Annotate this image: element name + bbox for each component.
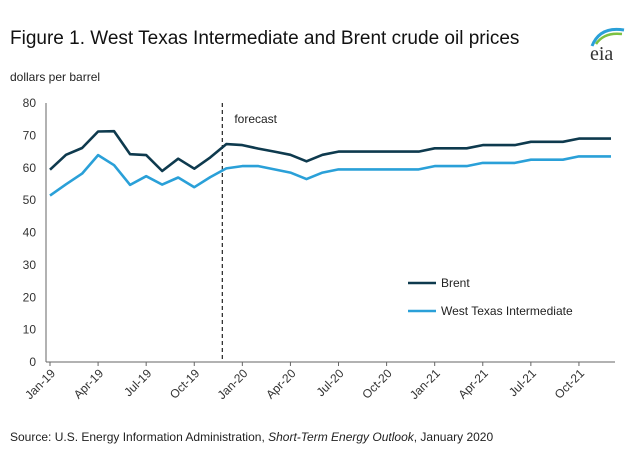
x-tick-label: Jul-21 <box>506 366 539 399</box>
y-tick-label: 10 <box>23 323 37 337</box>
x-tick-label: Jul-19 <box>121 366 154 399</box>
x-tick-label: Oct-21 <box>552 366 588 402</box>
x-tick-label: Jan-20 <box>215 366 251 402</box>
source-prefix: Source: U.S. Energy Information Administ… <box>10 430 269 444</box>
legend-label: West Texas Intermediate <box>441 304 573 318</box>
x-tick-label: Oct-20 <box>359 366 395 402</box>
x-tick-label: Apr-21 <box>456 366 492 402</box>
y-tick-label: 70 <box>23 128 37 142</box>
y-axis-units: dollars per barrel <box>10 70 101 84</box>
forecast-label: forecast <box>234 112 277 126</box>
source-suffix: , January 2020 <box>413 430 494 444</box>
y-tick-label: 50 <box>23 193 37 207</box>
x-tick-label: Jul-20 <box>314 366 347 399</box>
x-tick-label: Oct-19 <box>167 366 203 402</box>
y-tick-label: 20 <box>23 290 37 304</box>
brent-line <box>49 129 611 173</box>
wti-line <box>49 153 611 197</box>
y-tick-label: 60 <box>23 161 37 175</box>
y-tick-label: 40 <box>23 226 37 240</box>
legend-label: Brent <box>441 276 470 290</box>
svg-text:eia: eia <box>590 43 613 65</box>
x-tick-label: Jan-19 <box>22 366 58 402</box>
price-chart: 0 10 20 30 40 50 60 70 80 Jan-19 Apr-19 Jul-19 Oct-1… <box>22 96 615 402</box>
eia-logo: eia <box>590 27 625 65</box>
chart-title: Figure 1. West Texas Intermediate and Br… <box>10 28 520 49</box>
x-tick-label: Apr-19 <box>71 366 107 402</box>
source-note: Source: U.S. Energy Information Administ… <box>10 430 493 444</box>
y-tick-label: 30 <box>23 258 37 272</box>
source-publication: Short-Term Energy Outlook <box>268 430 414 444</box>
x-tick-label: Apr-20 <box>263 366 299 402</box>
x-tick-label: Jan-21 <box>407 366 443 402</box>
y-tick-label: 0 <box>29 355 36 369</box>
y-tick-label: 80 <box>23 96 37 110</box>
